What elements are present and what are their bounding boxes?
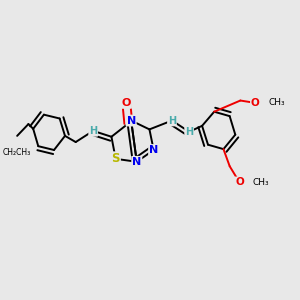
Text: O: O (251, 98, 260, 108)
Text: CH₃: CH₃ (253, 178, 269, 187)
Text: CH₃: CH₃ (268, 98, 285, 107)
Text: O: O (122, 98, 131, 108)
Text: H: H (185, 127, 193, 137)
Text: H: H (89, 126, 97, 136)
Text: N: N (149, 145, 158, 155)
Text: H: H (168, 116, 176, 126)
Text: N: N (127, 116, 136, 126)
Text: CH₂CH₃: CH₂CH₃ (3, 148, 31, 157)
Text: N: N (132, 157, 141, 167)
Text: S: S (111, 152, 120, 165)
Text: O: O (235, 177, 244, 188)
